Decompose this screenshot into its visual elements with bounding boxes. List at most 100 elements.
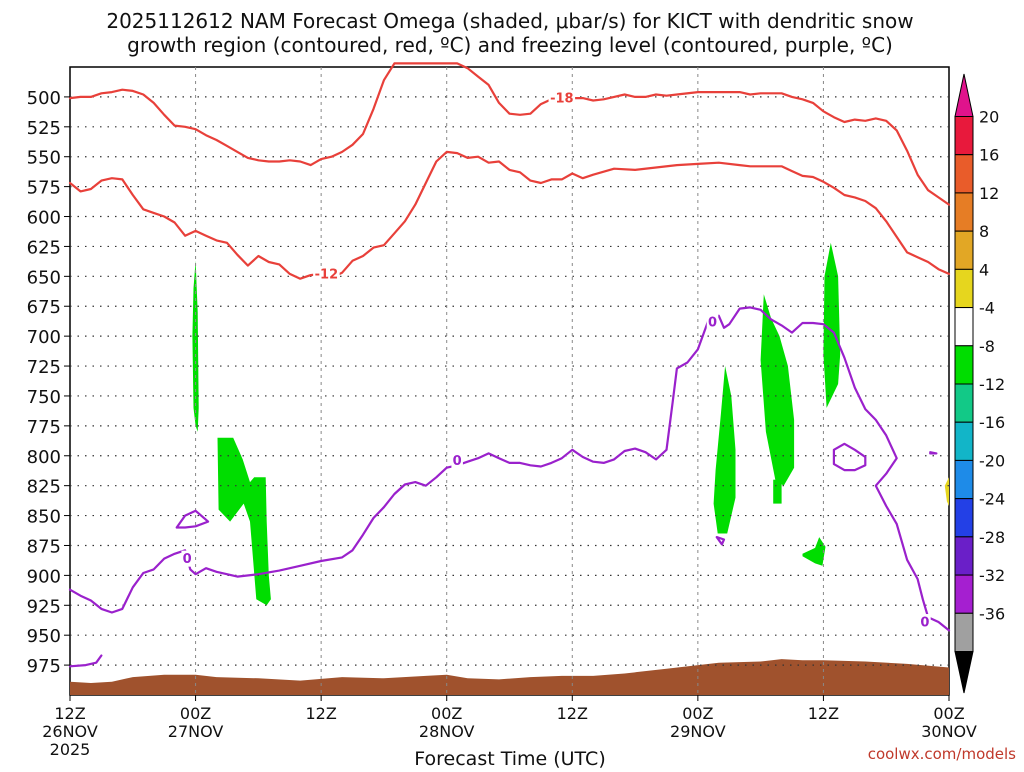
shaded-region-4 xyxy=(773,479,782,504)
x-tick-date-5: 29NOV xyxy=(670,722,726,741)
colorbar-band-4 xyxy=(954,268,974,309)
contour-line-7 xyxy=(68,654,103,668)
y-tick-label-5: 625 xyxy=(27,237,61,258)
grid-lines xyxy=(70,67,949,695)
y-tick-label-19: 975 xyxy=(27,656,61,677)
contour-label-2-3-bg xyxy=(919,614,931,631)
y-axis: 500 525 550 575 600 625 650 675 700 725 750 775 800 8… xyxy=(27,88,70,677)
shaded-regions xyxy=(70,242,949,695)
credit-text: coolwx.com/models xyxy=(868,745,1016,763)
x-tick-time-1: 00Z xyxy=(180,704,211,723)
contour-label-2-1: 0 xyxy=(453,454,462,469)
y-tick-label-6: 650 xyxy=(27,267,61,288)
colorbar-band-9 xyxy=(954,459,974,500)
colorbar-band-5 xyxy=(954,307,974,347)
x-tick-date-3: 28NOV xyxy=(419,722,475,741)
colorbar-band-8 xyxy=(954,421,974,461)
chart-title-line-2: growth region (contoured, red, ºC) and f… xyxy=(127,33,893,57)
y-tick-label-11: 775 xyxy=(27,417,61,438)
x-tick-time-7: 00Z xyxy=(933,704,964,723)
colorbar-label-6: -8 xyxy=(979,337,995,356)
colorbar-band-1 xyxy=(954,154,974,194)
colorbar-label-1: 16 xyxy=(979,146,999,165)
shaded-region-6 xyxy=(802,537,826,566)
y-tick-label-15: 875 xyxy=(27,536,61,557)
colorbar-label-9: -20 xyxy=(979,451,1005,470)
contour-line-3 xyxy=(175,509,210,529)
x-tick-date-7: 30NOV xyxy=(921,722,977,741)
x-tick-time-6: 12Z xyxy=(808,704,839,723)
x-axis-label: Forecast Time (UTC) xyxy=(414,748,605,768)
colorbar-under-arrow xyxy=(954,651,974,694)
y-tick-label-4: 600 xyxy=(27,208,61,229)
colorbar-label-0: 20 xyxy=(979,108,999,127)
contour-label-2-1-bg xyxy=(451,452,463,469)
shaded-region-3 xyxy=(760,294,795,486)
x-tick-time-3: 00Z xyxy=(431,704,462,723)
contour-line-1 xyxy=(68,150,951,280)
colorbar-label-5: -4 xyxy=(979,299,995,318)
contour-label-2-2-bg xyxy=(706,313,719,330)
colorbar-band-7 xyxy=(954,383,974,423)
colorbar-band-13 xyxy=(954,612,974,652)
y-tick-label-17: 925 xyxy=(27,596,61,617)
colorbar-label-8: -16 xyxy=(979,413,1005,432)
colorbar-label-12: -32 xyxy=(979,566,1005,585)
y-tick-label-8: 700 xyxy=(27,327,61,348)
x-tick-date-0: 26NOV xyxy=(42,722,98,741)
contour-label-2-3: 0 xyxy=(920,616,929,631)
y-tick-label-18: 950 xyxy=(27,626,61,647)
x-tick-time-2: 12Z xyxy=(305,704,336,723)
y-tick-label-3: 575 xyxy=(27,178,61,199)
x-tick-date-1: 27NOV xyxy=(168,722,224,741)
y-tick-label-9: 725 xyxy=(27,357,61,378)
contour-line-4 xyxy=(832,442,867,472)
contour-line-0 xyxy=(68,62,951,206)
contour-line-2 xyxy=(68,306,951,632)
y-tick-label-13: 825 xyxy=(27,477,61,498)
colorbar-label-4: 4 xyxy=(979,260,989,279)
colorbar-band-0 xyxy=(954,116,974,156)
x-tick-time-5: 00Z xyxy=(682,704,713,723)
shaded-region-8 xyxy=(70,659,949,695)
shaded-region-0 xyxy=(192,260,199,432)
contour-labels: -18 -12 0 0 0 0 xyxy=(181,90,931,631)
colorbar-label-11: -28 xyxy=(979,528,1005,547)
y-tick-label-1: 525 xyxy=(27,118,61,139)
contour-label-0-bg xyxy=(548,90,576,107)
colorbar-band-10 xyxy=(954,498,974,538)
contour-line-5 xyxy=(929,451,938,455)
colorbar-band-2 xyxy=(954,192,974,232)
shaded-region-7 xyxy=(944,477,949,506)
x-tick-year-0: 2025 xyxy=(50,740,91,759)
shaded-region-2 xyxy=(713,366,736,534)
shaded-region-1 xyxy=(217,437,271,606)
contour-label-1: -12 xyxy=(315,267,339,282)
contour-label-0: -18 xyxy=(550,92,574,107)
contour-line-6 xyxy=(715,535,726,546)
y-tick-label-16: 900 xyxy=(27,566,61,587)
colorbar-label-3: 8 xyxy=(979,222,989,241)
y-tick-label-12: 800 xyxy=(27,447,61,468)
colorbar-band-12 xyxy=(954,574,974,614)
chart-title-line-1: 2025112612 NAM Forecast Omega (shaded, μ… xyxy=(106,9,913,33)
colorbar: 20 16 12 8 4 -4 -8 -12 -16 -20 -24 -28 -32 -36 xyxy=(954,73,1005,694)
contour-label-2-0-bg xyxy=(181,550,193,567)
y-tick-label-14: 850 xyxy=(27,507,61,528)
x-tick-time-0: 12Z xyxy=(54,704,85,723)
colorbar-over-arrow xyxy=(954,73,974,117)
colorbar-label-2: 12 xyxy=(979,184,999,203)
colorbar-band-6 xyxy=(954,345,974,385)
contour-lines xyxy=(68,62,951,668)
plot-frame xyxy=(69,66,950,696)
contour-label-2-2: 0 xyxy=(708,315,717,330)
y-tick-label-10: 750 xyxy=(27,387,61,408)
colorbar-label-7: -12 xyxy=(979,375,1005,394)
colorbar-label-13: -36 xyxy=(979,604,1005,623)
y-tick-label-2: 550 xyxy=(27,148,61,169)
contour-label-1-bg xyxy=(313,265,340,282)
colorbar-band-3 xyxy=(954,230,974,270)
colorbar-band-11 xyxy=(954,536,974,576)
